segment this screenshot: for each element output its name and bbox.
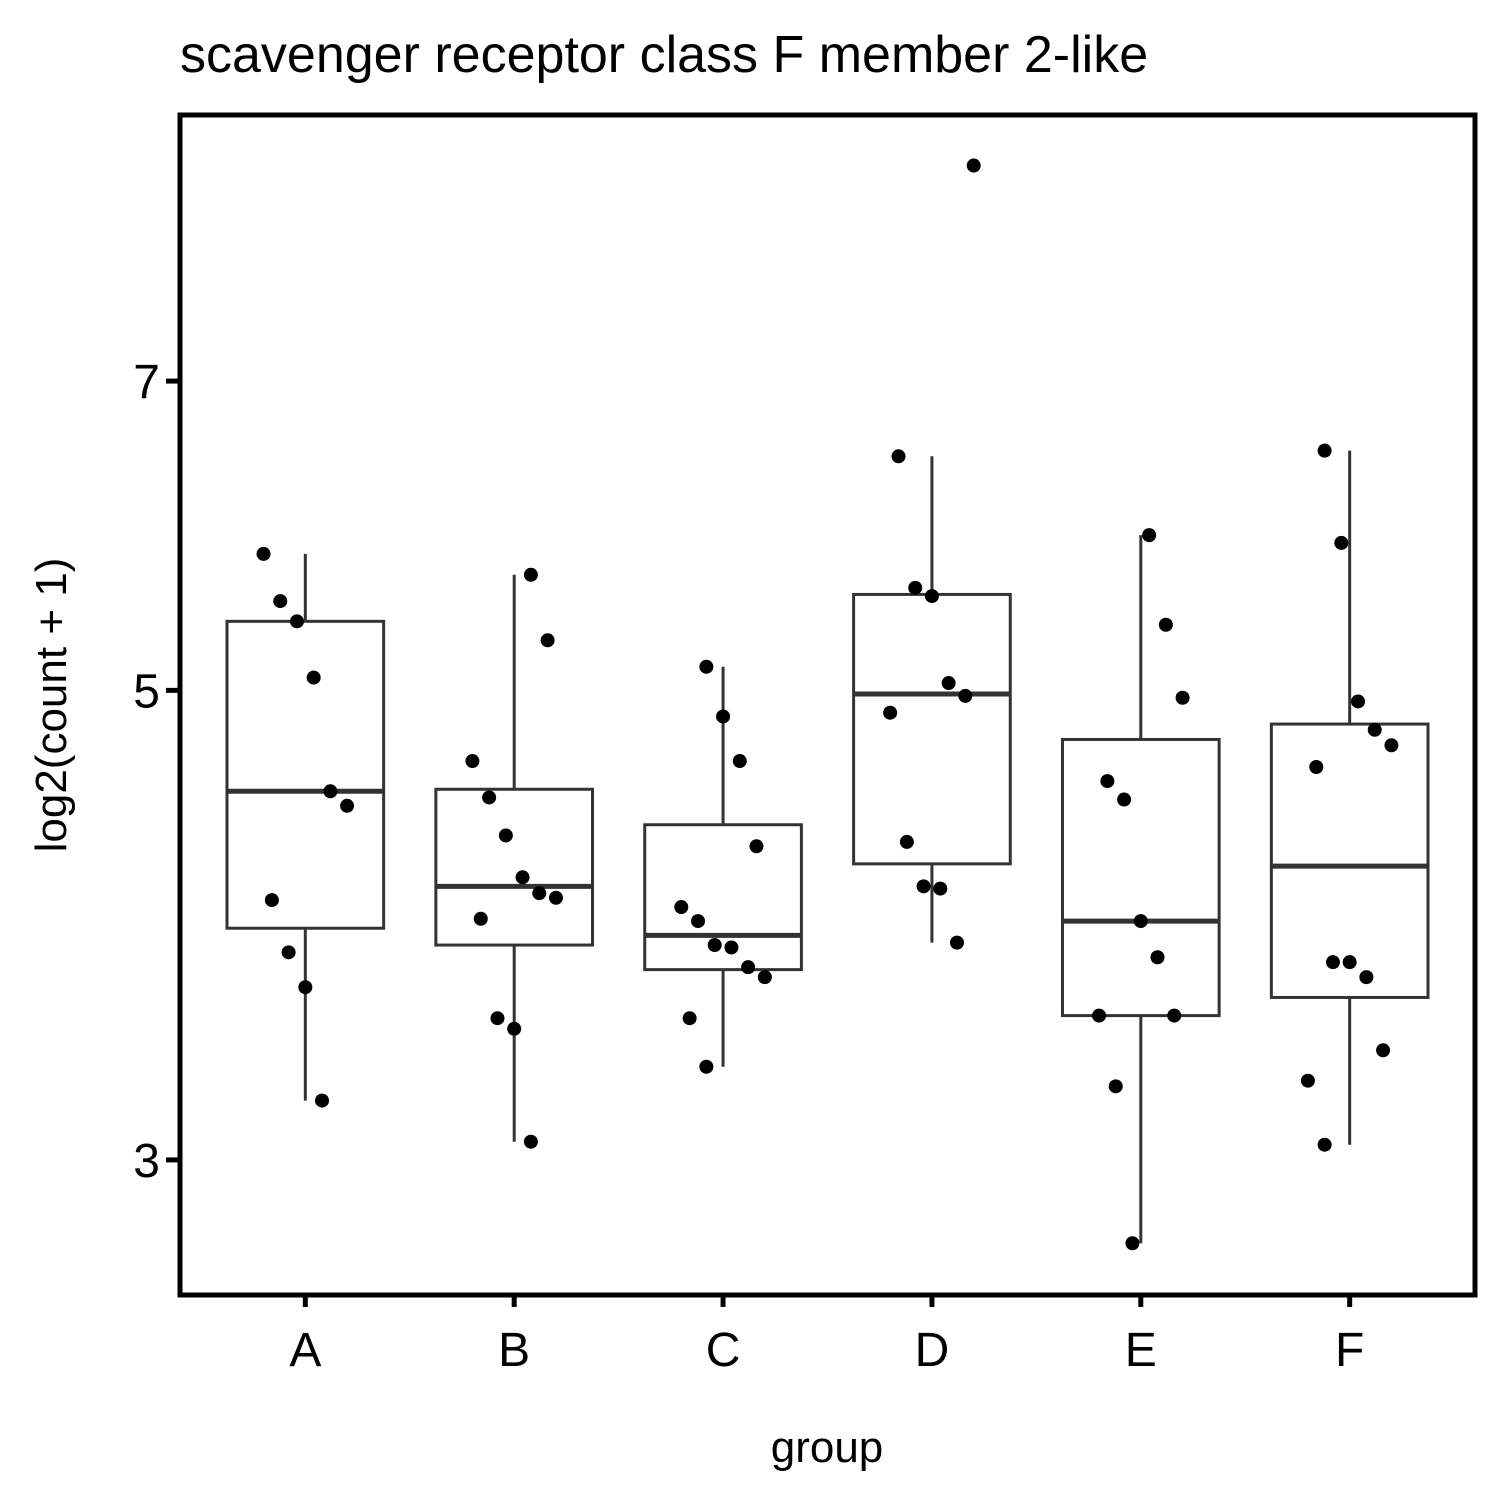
point xyxy=(1376,1043,1391,1058)
point xyxy=(473,911,488,926)
point xyxy=(1117,792,1132,807)
point xyxy=(523,1134,538,1149)
x-tick-label: A xyxy=(289,1324,321,1377)
point xyxy=(933,881,948,896)
x-tick-label: B xyxy=(498,1324,530,1377)
point xyxy=(273,594,288,609)
point xyxy=(899,834,914,849)
point xyxy=(323,784,338,799)
y-axis-label: log2(count + 1) xyxy=(27,558,76,853)
point xyxy=(540,633,555,648)
point xyxy=(674,900,689,915)
point xyxy=(1142,528,1157,543)
point xyxy=(966,158,981,173)
panel-border xyxy=(177,112,1478,1298)
point xyxy=(1325,955,1340,970)
point xyxy=(298,980,313,995)
point xyxy=(306,670,321,685)
point xyxy=(958,688,973,703)
point xyxy=(707,938,722,953)
chart-title: scavenger receptor class F member 2-like xyxy=(180,26,1148,84)
point xyxy=(924,589,939,604)
point xyxy=(523,567,538,582)
point xyxy=(724,940,739,955)
point xyxy=(1150,950,1165,965)
point xyxy=(916,879,931,894)
point xyxy=(465,754,480,769)
point xyxy=(1100,774,1115,789)
point xyxy=(1133,914,1148,929)
point xyxy=(1125,1236,1140,1251)
point xyxy=(1092,1008,1107,1023)
point xyxy=(749,839,764,854)
x-axis-label: group xyxy=(771,1423,884,1472)
point xyxy=(490,1011,505,1026)
point xyxy=(482,790,497,805)
point xyxy=(1384,738,1399,753)
point xyxy=(507,1021,522,1036)
point xyxy=(1342,955,1357,970)
point xyxy=(532,886,547,901)
point xyxy=(1309,760,1324,775)
box xyxy=(1060,737,1221,1018)
point xyxy=(281,945,296,960)
point xyxy=(498,828,513,843)
point xyxy=(1175,690,1190,705)
point xyxy=(1158,617,1173,632)
point xyxy=(1300,1073,1315,1088)
point xyxy=(716,709,731,724)
box xyxy=(225,619,386,930)
x-tick-label: C xyxy=(706,1324,741,1377)
point xyxy=(1367,722,1382,737)
point xyxy=(515,870,530,885)
y-tick-label: 3 xyxy=(133,1135,160,1188)
point xyxy=(883,705,898,720)
y-tick-label: 7 xyxy=(133,356,160,409)
point xyxy=(950,935,964,950)
point xyxy=(741,960,756,975)
point xyxy=(699,659,714,674)
point xyxy=(891,449,906,464)
x-tick-label: D xyxy=(915,1324,950,1377)
point xyxy=(757,970,772,985)
point xyxy=(682,1011,697,1026)
point xyxy=(1359,970,1374,985)
point xyxy=(1108,1079,1123,1094)
box xyxy=(643,823,803,972)
point xyxy=(264,893,279,908)
point xyxy=(1351,694,1366,709)
x-tick-label: E xyxy=(1125,1324,1157,1377)
point xyxy=(908,580,923,595)
point xyxy=(548,890,563,905)
point xyxy=(256,546,271,561)
point xyxy=(315,1093,330,1108)
x-tick-label: F xyxy=(1335,1324,1364,1377)
box xyxy=(852,592,1012,866)
point xyxy=(732,754,747,769)
point xyxy=(1167,1008,1182,1023)
point xyxy=(289,614,304,629)
point xyxy=(941,676,956,691)
point xyxy=(699,1059,714,1074)
point xyxy=(691,914,705,929)
point xyxy=(1317,443,1332,458)
box xyxy=(1269,722,1430,999)
box xyxy=(434,787,595,947)
y-tick-label: 5 xyxy=(133,665,160,718)
point xyxy=(1334,535,1349,550)
point xyxy=(1317,1137,1332,1152)
point xyxy=(340,798,355,813)
